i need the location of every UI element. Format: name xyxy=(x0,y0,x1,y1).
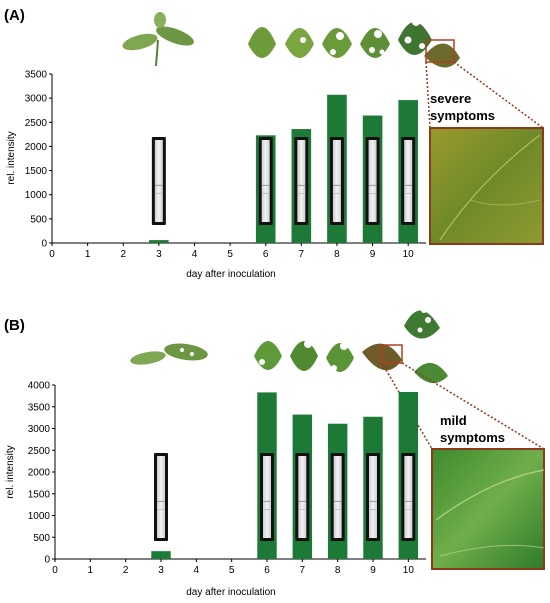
y-tick-label: 2000 xyxy=(28,468,51,479)
x-axis-label-a: day after inoculation xyxy=(186,269,276,280)
test-strip-day-10 xyxy=(401,137,416,225)
panel-label-b: (B) xyxy=(4,317,25,334)
x-axis-label-b: day after inoculation xyxy=(186,587,276,598)
callout-mild-line1: mild xyxy=(440,413,467,428)
x-tick-label: 6 xyxy=(263,249,269,260)
x-tick-label: 2 xyxy=(120,249,126,260)
axes-b: 0 500 1000 1500 2000 2500 3000 3500 4000 0 1 2 3 4 5 6 7… xyxy=(28,381,426,576)
test-strip-day-8 xyxy=(329,137,344,225)
bar-day-3 xyxy=(149,240,169,243)
x-tick-label: 7 xyxy=(299,249,305,260)
y-tick-label: 1500 xyxy=(25,166,48,177)
x-tick-label: 3 xyxy=(156,249,162,260)
x-tick-label: 4 xyxy=(194,565,200,576)
callout-mild-line2: symptoms xyxy=(440,430,505,445)
x-tick-label: 4 xyxy=(192,249,198,260)
callout-severe-line2: symptoms xyxy=(430,108,495,123)
seedling-image xyxy=(130,343,208,365)
y-tick-label: 3000 xyxy=(25,94,48,105)
x-tick-label: 6 xyxy=(264,565,270,576)
test-strip-day-6 xyxy=(260,453,274,541)
x-tick-label: 10 xyxy=(403,249,415,260)
x-tick-label: 1 xyxy=(85,249,91,260)
y-tick-label: 2000 xyxy=(25,142,48,153)
test-strip-day-8 xyxy=(330,453,345,541)
test-strip-day-7 xyxy=(294,137,309,225)
y-tick-label: 1500 xyxy=(28,489,51,500)
test-strip-day-9 xyxy=(366,453,380,541)
y-tick-label: 2500 xyxy=(28,446,51,457)
x-tick-label: 9 xyxy=(370,249,376,260)
leaf-image xyxy=(254,307,448,384)
y-tick-label: 1000 xyxy=(25,190,48,201)
y-axis-label-a: rel. intensity xyxy=(6,131,17,184)
y-tick-label: 500 xyxy=(33,533,50,544)
panel-a: (A) severe symptoms xyxy=(4,7,544,280)
leaf-closeup-green xyxy=(431,448,545,570)
x-tick-label: 8 xyxy=(334,249,340,260)
panel-b: (B) mild symptoms 0500100015002000250030… xyxy=(4,307,545,598)
y-tick-label: 3500 xyxy=(28,402,51,413)
leaf-image xyxy=(248,18,460,68)
y-tick-label: 3000 xyxy=(28,424,51,435)
callout-severe-line1: severe xyxy=(430,91,471,106)
x-tick-label: 10 xyxy=(403,565,415,576)
y-tick-label: 500 xyxy=(30,214,47,225)
test-strips-b xyxy=(154,453,416,541)
x-tick-label: 0 xyxy=(52,565,58,576)
x-tick-label: 5 xyxy=(229,565,235,576)
x-tick-label: 8 xyxy=(335,565,341,576)
y-tick-label: 0 xyxy=(44,555,50,566)
seedling-image xyxy=(122,12,194,67)
bar-day-3 xyxy=(151,551,171,559)
test-strip-day-7 xyxy=(295,453,310,541)
test-strip-day-6 xyxy=(258,137,273,225)
test-strip-day-10 xyxy=(401,453,416,541)
y-tick-label: 3500 xyxy=(25,70,48,81)
panel-label-a: (A) xyxy=(4,7,25,24)
x-tick-label: 0 xyxy=(49,249,55,260)
x-tick-label: 7 xyxy=(300,565,306,576)
y-tick-label: 1000 xyxy=(28,511,51,522)
x-tick-label: 3 xyxy=(158,565,164,576)
x-tick-label: 2 xyxy=(123,565,129,576)
x-tick-label: 1 xyxy=(88,565,94,576)
y-tick-label: 4000 xyxy=(28,381,51,392)
test-strip-day-9 xyxy=(365,137,380,225)
x-tick-label: 9 xyxy=(370,565,376,576)
axes-a: 0 500 1000 1500 2000 2500 3000 3500 0 1 2 3 4 5 6 7 8 9 10 xyxy=(25,70,426,260)
test-strips-a xyxy=(151,137,416,225)
y-tick-label: 2500 xyxy=(25,118,48,129)
y-tick-label: 0 xyxy=(41,239,47,250)
test-strip-day-3 xyxy=(151,137,166,225)
test-strip-day-3 xyxy=(154,453,168,541)
y-axis-label-b: rel. intensity xyxy=(5,445,16,498)
x-tick-label: 5 xyxy=(227,249,233,260)
